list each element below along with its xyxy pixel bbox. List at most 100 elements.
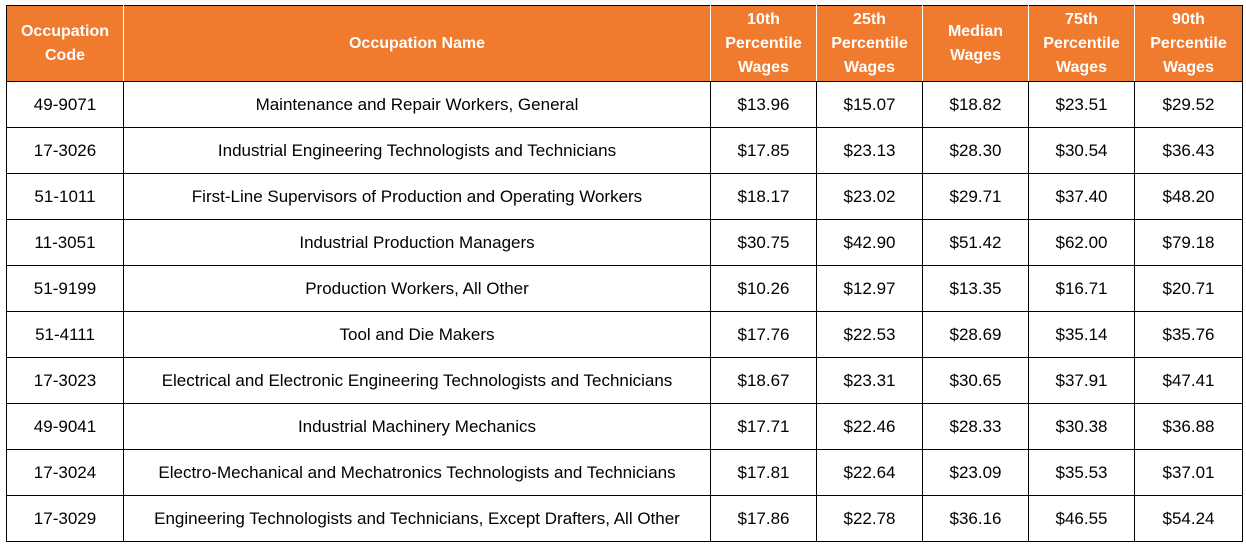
cell-p90-wages: $36.43 <box>1134 127 1243 174</box>
cell-occupation-name: Tool and Die Makers <box>123 311 711 358</box>
cell-p10-wages: $17.71 <box>710 403 817 450</box>
cell-median-wages: $23.09 <box>922 449 1029 496</box>
cell-p10-wages: $18.17 <box>710 173 817 220</box>
cell-occupation-name: Production Workers, All Other <box>123 265 711 312</box>
cell-p25-wages: $23.31 <box>816 357 923 404</box>
header-occupation-name: Occupation Name <box>123 5 711 82</box>
cell-p10-wages: $13.96 <box>710 81 817 128</box>
header-text: Percentile <box>1150 34 1227 52</box>
header-text: Percentile <box>831 34 908 52</box>
cell-median-wages: $18.82 <box>922 81 1029 128</box>
cell-p90-wages: $79.18 <box>1134 219 1243 266</box>
cell-occupation-code: 17-3023 <box>6 357 124 404</box>
header-p10-wages: 10th Percentile Wages <box>710 5 817 82</box>
cell-p10-wages: $30.75 <box>710 219 817 266</box>
table-body: 49-9071 Maintenance and Repair Workers, G… <box>6 81 1243 542</box>
cell-occupation-code: 51-4111 <box>6 311 124 358</box>
cell-median-wages: $30.65 <box>922 357 1029 404</box>
cell-p25-wages: $15.07 <box>816 81 923 128</box>
cell-p75-wages: $23.51 <box>1028 81 1135 128</box>
header-text: 90th <box>1172 10 1205 28</box>
cell-p25-wages: $22.53 <box>816 311 923 358</box>
cell-p90-wages: $29.52 <box>1134 81 1243 128</box>
table-row: 17-3024 Electro-Mechanical and Mechatroni… <box>6 449 1243 496</box>
cell-median-wages: $28.69 <box>922 311 1029 358</box>
header-text: Percentile <box>1043 34 1120 52</box>
header-text: Wages <box>738 58 789 76</box>
cell-p25-wages: $22.64 <box>816 449 923 496</box>
cell-p25-wages: $22.78 <box>816 495 923 542</box>
cell-median-wages: $29.71 <box>922 173 1029 220</box>
table-row: 17-3023 Electrical and Electronic Enginee… <box>6 357 1243 404</box>
cell-p25-wages: $23.13 <box>816 127 923 174</box>
cell-p75-wages: $62.00 <box>1028 219 1135 266</box>
cell-occupation-code: 17-3029 <box>6 495 124 542</box>
cell-p75-wages: $35.14 <box>1028 311 1135 358</box>
cell-occupation-name: First-Line Supervisors of Production and… <box>123 173 711 220</box>
header-text: 75th <box>1065 10 1098 28</box>
table-header: Occupation Code Occupation Name 10th Percent… <box>6 5 1243 82</box>
header-p75-wages: 75th Percentile Wages <box>1028 5 1135 82</box>
table-row: 17-3029 Engineering Technologists and Tec… <box>6 495 1243 542</box>
table-row: 17-3026 Industrial Engineering Technologi… <box>6 127 1243 174</box>
cell-median-wages: $28.33 <box>922 403 1029 450</box>
header-median-wages: Median Wages <box>922 5 1029 82</box>
header-text: Wages <box>844 58 895 76</box>
cell-p90-wages: $54.24 <box>1134 495 1243 542</box>
cell-occupation-name: Electro-Mechanical and Mechatronics Tech… <box>123 449 711 496</box>
header-text: Code <box>45 46 85 64</box>
table-row: 49-9071 Maintenance and Repair Workers, G… <box>6 81 1243 128</box>
table-row: 49-9041 Industrial Machinery Mechanics $17… <box>6 403 1243 450</box>
cell-p10-wages: $17.85 <box>710 127 817 174</box>
table-row: 11-3051 Industrial Production Managers $30… <box>6 219 1243 266</box>
header-p90-wages: 90th Percentile Wages <box>1134 5 1243 82</box>
cell-median-wages: $13.35 <box>922 265 1029 312</box>
cell-p10-wages: $17.76 <box>710 311 817 358</box>
wages-table: Occupation Code Occupation Name 10th Percent… <box>6 5 1243 542</box>
cell-p10-wages: $18.67 <box>710 357 817 404</box>
cell-p90-wages: $47.41 <box>1134 357 1243 404</box>
cell-p90-wages: $20.71 <box>1134 265 1243 312</box>
cell-occupation-code: 17-3024 <box>6 449 124 496</box>
cell-p90-wages: $35.76 <box>1134 311 1243 358</box>
cell-p75-wages: $37.40 <box>1028 173 1135 220</box>
cell-occupation-name: Maintenance and Repair Workers, General <box>123 81 711 128</box>
header-text: 10th <box>747 10 780 28</box>
cell-occupation-code: 51-1011 <box>6 173 124 220</box>
cell-median-wages: $51.42 <box>922 219 1029 266</box>
cell-occupation-name: Industrial Machinery Mechanics <box>123 403 711 450</box>
cell-p75-wages: $35.53 <box>1028 449 1135 496</box>
cell-occupation-name: Industrial Production Managers <box>123 219 711 266</box>
cell-p75-wages: $16.71 <box>1028 265 1135 312</box>
cell-p75-wages: $30.54 <box>1028 127 1135 174</box>
cell-occupation-code: 51-9199 <box>6 265 124 312</box>
cell-median-wages: $36.16 <box>922 495 1029 542</box>
header-text: Wages <box>1056 58 1107 76</box>
header-p25-wages: 25th Percentile Wages <box>816 5 923 82</box>
header-text: 25th <box>853 10 886 28</box>
cell-p25-wages: $42.90 <box>816 219 923 266</box>
header-text: Wages <box>950 46 1001 64</box>
cell-p75-wages: $37.91 <box>1028 357 1135 404</box>
cell-p10-wages: $17.81 <box>710 449 817 496</box>
table-row: 51-1011 First-Line Supervisors of Product… <box>6 173 1243 220</box>
cell-occupation-code: 17-3026 <box>6 127 124 174</box>
table-row: 51-9199 Production Workers, All Other $10.… <box>6 265 1243 312</box>
cell-p25-wages: $22.46 <box>816 403 923 450</box>
cell-occupation-name: Engineering Technologists and Technician… <box>123 495 711 542</box>
header-text: Occupation <box>20 22 109 40</box>
cell-p90-wages: $48.20 <box>1134 173 1243 220</box>
cell-occupation-code: 49-9041 <box>6 403 124 450</box>
table-row: 51-4111 Tool and Die Makers $17.76 $22.53 $2… <box>6 311 1243 358</box>
header-occupation-code: Occupation Code <box>6 5 124 82</box>
cell-occupation-code: 49-9071 <box>6 81 124 128</box>
cell-p90-wages: $36.88 <box>1134 403 1243 450</box>
cell-median-wages: $28.30 <box>922 127 1029 174</box>
header-text: Median <box>947 22 1004 40</box>
header-text: Percentile <box>725 34 802 52</box>
header-text: Occupation Name <box>348 34 486 52</box>
cell-p90-wages: $37.01 <box>1134 449 1243 496</box>
cell-p25-wages: $12.97 <box>816 265 923 312</box>
cell-occupation-code: 11-3051 <box>6 219 124 266</box>
cell-occupation-name: Electrical and Electronic Engineering Te… <box>123 357 711 404</box>
